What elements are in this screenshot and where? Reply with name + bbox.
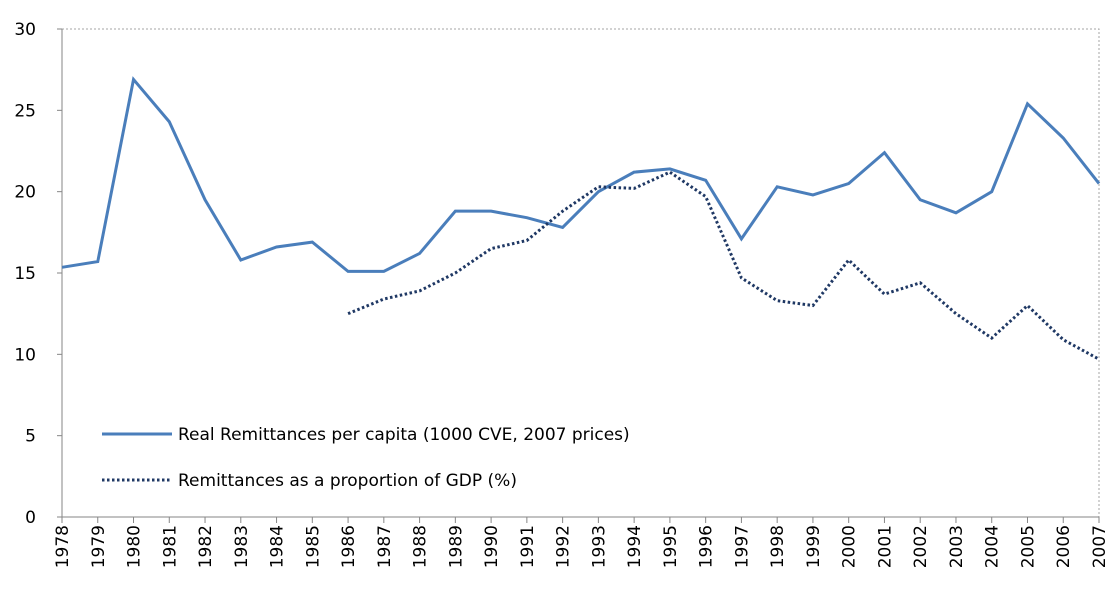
x-tick-label: 1985 (303, 525, 323, 568)
x-tick-label: 2002 (911, 525, 931, 568)
x-tick-label: 1984 (268, 525, 288, 568)
legend-label: Real Remittances per capita (1000 CVE, 2… (178, 425, 630, 445)
x-tick-label: 1995 (661, 525, 681, 568)
line-series (61, 76, 1101, 273)
x-tick-label: 1993 (589, 525, 609, 568)
x-tick-label: 1978 (53, 525, 73, 568)
y-tick-label: 15 (14, 264, 36, 284)
x-tick-label: 1979 (89, 525, 109, 568)
x-tick-label: 1982 (196, 525, 216, 568)
x-tick-label: 1988 (411, 525, 431, 568)
x-tick-label: 1986 (339, 525, 359, 568)
x-tick-label: 2005 (1018, 525, 1038, 568)
y-tick-label: 20 (14, 183, 36, 203)
y-tick-label: 25 (14, 101, 36, 121)
y-tick-label: 10 (14, 345, 36, 365)
x-tick-label: 1998 (768, 525, 788, 568)
x-tick-label: 2004 (983, 525, 1003, 568)
y-tick-label: 30 (14, 20, 36, 40)
legend-label: Remittances as a proportion of GDP (%) (178, 471, 517, 491)
x-tick-label: 2000 (840, 525, 860, 568)
y-tick-label: 5 (25, 427, 36, 447)
x-tick-label: 2003 (947, 525, 967, 568)
x-tick-label: 1991 (518, 525, 538, 568)
x-tick-label: 1987 (375, 525, 395, 568)
x-tick-label: 1994 (625, 525, 645, 568)
x-tick-label: 2001 (875, 525, 895, 568)
line-series (347, 170, 1100, 361)
x-tick-label: 1999 (804, 525, 824, 568)
x-tick-label: 1997 (732, 525, 752, 568)
x-tick-label: 1992 (554, 525, 574, 568)
x-tick-label: 1996 (697, 525, 717, 568)
y-tick-label: 0 (25, 508, 36, 528)
x-tick-label: 1981 (160, 525, 180, 568)
x-tick-label: 1980 (125, 525, 145, 568)
x-tick-label: 2006 (1054, 525, 1074, 568)
x-tick-label: 2007 (1090, 525, 1110, 568)
x-tick-label: 1990 (482, 525, 502, 568)
x-tick-label: 1989 (446, 525, 466, 568)
x-tick-label: 1983 (232, 525, 252, 568)
